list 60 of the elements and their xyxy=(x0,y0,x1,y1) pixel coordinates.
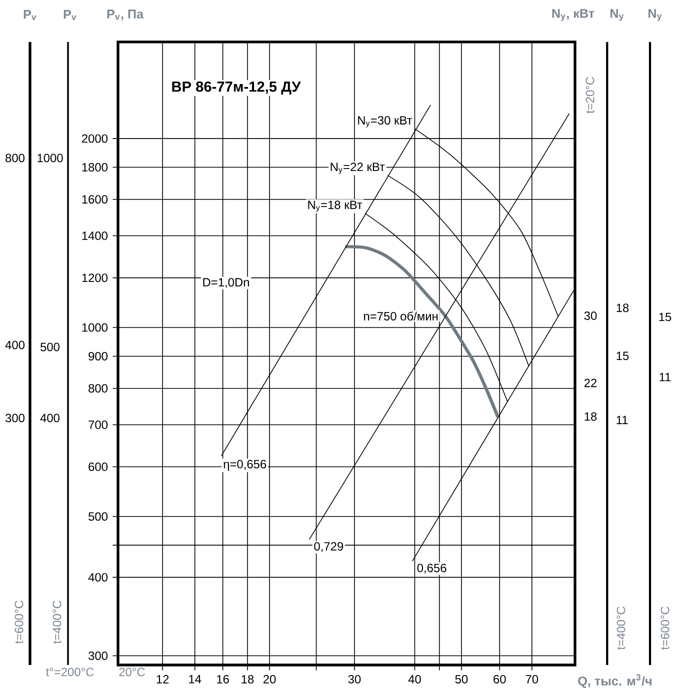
text: 300 xyxy=(5,414,25,422)
text: t°=200°C xyxy=(46,668,94,676)
y-tick-label: 500 xyxy=(88,512,108,521)
y3-tick-label: 11 xyxy=(616,416,628,424)
y-tick-label: 1600 xyxy=(82,195,108,204)
y2-tick-label: 18 xyxy=(584,412,597,421)
y-tick-label: 900 xyxy=(88,352,108,360)
series-label: N$_{y}$=18 кВт xyxy=(308,200,362,212)
y3-axis-title: N$_{y}$ xyxy=(610,9,624,21)
x-tick-label: 60 xyxy=(494,675,506,684)
y-tick-label: 700 xyxy=(88,420,108,430)
text: 11 xyxy=(660,372,671,382)
y2-tick-label: 30 xyxy=(584,311,597,320)
y-tick-label: 2000 xyxy=(82,134,108,143)
series-label: N$_{y}$=30 кВт xyxy=(358,116,412,128)
y-tick-label: 1800 xyxy=(82,163,108,172)
x-tick-label: 14 xyxy=(189,675,202,684)
text: 20°C xyxy=(119,668,145,676)
y-tick-label: 300 xyxy=(88,652,108,660)
x-tick-label: 12 xyxy=(156,675,169,684)
series-label: N$_{y}$=22 кВт xyxy=(330,162,385,174)
text: 800 xyxy=(6,154,25,162)
annotation: D=1,0Dn xyxy=(203,278,249,288)
text: 15 xyxy=(659,312,672,322)
series-label: n=750 об/мин xyxy=(364,312,438,320)
text: P$_{v}$ xyxy=(24,10,36,20)
text: 500 xyxy=(40,342,60,352)
y-tick-label: 1200 xyxy=(82,274,108,282)
y2-axis-title: N$_{y}$, кВт xyxy=(552,9,594,21)
text: ВР 86-77м-12,5 ДУ xyxy=(172,81,301,95)
text: t=400°C xyxy=(52,600,62,644)
text: t=600°C xyxy=(14,600,24,644)
y-axis-title: P$_{v}$, Па xyxy=(107,10,144,20)
y3-tick-label: 18 xyxy=(616,304,629,312)
y-tick-label: 600 xyxy=(88,462,108,472)
series-label: 0,656 xyxy=(417,564,446,574)
x-tick-label: 20 xyxy=(263,675,276,684)
text: 400 xyxy=(5,340,25,350)
x-tick-label: 18 xyxy=(242,675,254,684)
series-label: η=0,656 xyxy=(224,460,266,471)
x-tick-label: 40 xyxy=(408,675,421,684)
text: t=20°C xyxy=(586,76,594,114)
y2-tick-label: 22 xyxy=(584,378,597,388)
text: 400 xyxy=(40,414,60,422)
y-tick-label: 1400 xyxy=(82,232,108,240)
text: t=400°C xyxy=(616,606,626,650)
y-tick-label: 1000 xyxy=(82,323,108,332)
x-tick-label: 50 xyxy=(455,675,468,684)
y-tick-label: 400 xyxy=(88,573,108,582)
text: 1000 xyxy=(38,154,63,162)
x-axis-title: Q, тыс. м$^{3}$/ч xyxy=(578,674,652,688)
text: P$_{v}$ xyxy=(64,10,76,20)
y3-tick-label: 15 xyxy=(616,352,629,360)
x-tick-label: 30 xyxy=(348,675,361,684)
text: N$_{y}$ xyxy=(648,9,662,21)
y-tick-label: 800 xyxy=(88,384,108,393)
series-label: 0,729 xyxy=(314,542,344,552)
x-tick-label: 16 xyxy=(217,675,229,684)
text: t=600°C xyxy=(660,606,670,650)
x-tick-label: 70 xyxy=(526,675,538,684)
